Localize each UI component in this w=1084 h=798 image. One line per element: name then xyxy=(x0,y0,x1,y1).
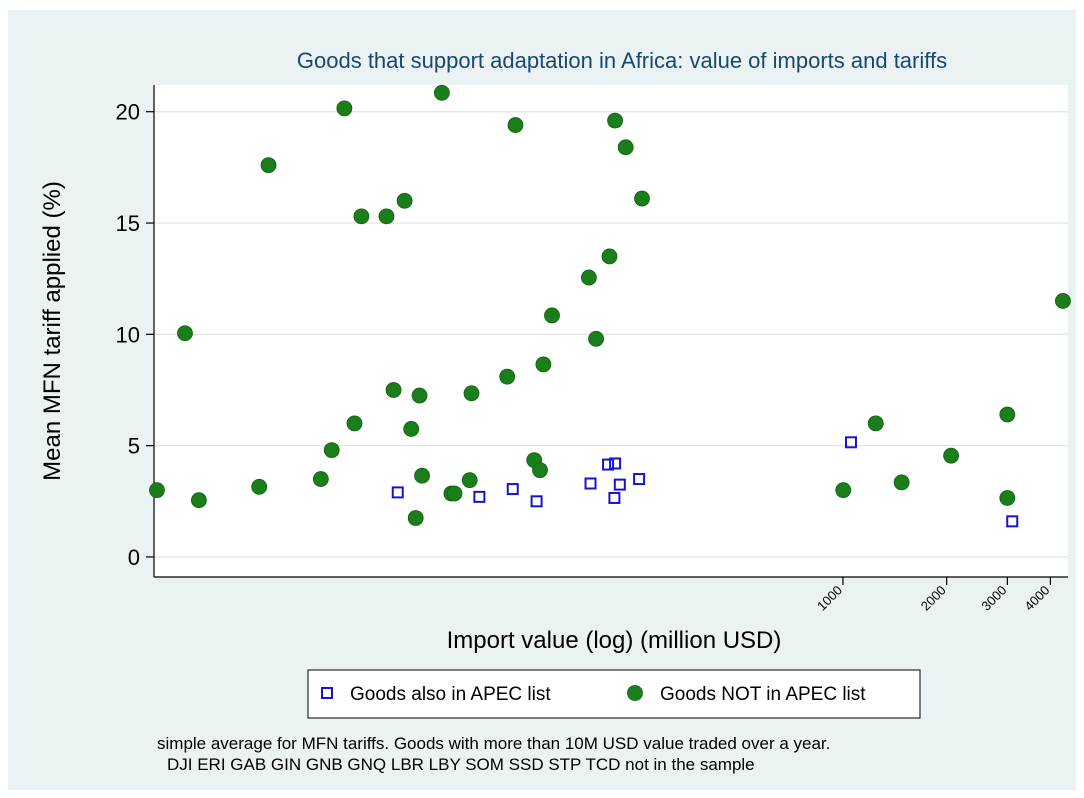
point-apec-4 xyxy=(584,477,597,490)
note-line-2: DJI ERI GAB GIN GNB GNQ LBR LBY SOM SSD … xyxy=(167,755,755,774)
point-not-apec-23 xyxy=(507,117,524,133)
point-apec-2 xyxy=(506,483,519,496)
point-apec-6 xyxy=(609,457,622,470)
x-axis-label: Import value (log) (million USD) xyxy=(447,627,782,654)
point-not-apec-5 xyxy=(312,471,329,487)
point-apec-10 xyxy=(844,436,857,449)
y-tick-label-0: 0 xyxy=(128,545,140,570)
x-ticks: 1000 2000 3000 4000 xyxy=(814,577,1052,614)
point-not-apec-29 xyxy=(588,330,604,347)
point-not-apec-3 xyxy=(251,478,268,495)
point-not-apec-16 xyxy=(414,467,430,484)
point-not-apec-38 xyxy=(999,406,1016,423)
point-not-apec-33 xyxy=(634,190,650,207)
point-not-apec-7 xyxy=(336,100,353,117)
y-ticks: 0 5 10 15 20 xyxy=(116,100,154,570)
y-tick-label-20: 20 xyxy=(116,100,140,125)
point-not-apec-22 xyxy=(499,368,516,385)
data-points xyxy=(149,84,1071,528)
point-not-apec-40 xyxy=(1055,293,1071,309)
point-apec-8 xyxy=(613,478,626,491)
y-tick-label-5: 5 xyxy=(128,434,140,459)
point-apec-11 xyxy=(1006,515,1019,528)
legend: Goods also in APEC list Goods NOT in APE… xyxy=(307,669,921,719)
point-not-apec-0 xyxy=(149,482,165,499)
point-not-apec-28 xyxy=(580,269,597,286)
point-not-apec-12 xyxy=(396,192,413,209)
point-not-apec-35 xyxy=(867,415,884,432)
point-not-apec-32 xyxy=(617,139,634,156)
point-not-apec-21 xyxy=(463,385,480,402)
gridlines xyxy=(154,111,1068,558)
legend-box xyxy=(307,669,921,719)
x-tick-label-2000: 2000 xyxy=(918,583,949,614)
point-apec-5 xyxy=(602,458,615,471)
point-not-apec-2 xyxy=(190,492,207,509)
chart-title: Goods that support adaptation in Africa:… xyxy=(297,48,947,73)
y-tick-label-15: 15 xyxy=(116,211,140,236)
legend-label-apec: Goods also in APEC list xyxy=(350,684,551,705)
point-not-apec-39 xyxy=(999,490,1016,506)
point-not-apec-14 xyxy=(407,510,424,526)
point-apec-7 xyxy=(608,491,621,504)
point-not-apec-9 xyxy=(353,208,370,225)
legend-marker-apec xyxy=(321,687,333,699)
point-apec-0 xyxy=(391,486,404,499)
point-not-apec-26 xyxy=(535,356,552,373)
point-not-apec-31 xyxy=(607,112,623,129)
point-not-apec-27 xyxy=(544,307,560,324)
legend-marker-not-apec xyxy=(627,685,643,701)
x-tick-label-3000: 3000 xyxy=(978,583,1009,614)
point-not-apec-20 xyxy=(461,472,478,489)
point-apec-1 xyxy=(473,490,486,503)
point-not-apec-1 xyxy=(177,325,193,342)
x-tick-label-4000: 4000 xyxy=(1021,583,1052,614)
point-not-apec-30 xyxy=(601,248,618,265)
point-not-apec-34 xyxy=(835,482,852,499)
scatter-chart: Goods that support adaptation in Africa:… xyxy=(39,48,1071,774)
legend-label-not-apec: Goods NOT in APEC list xyxy=(660,684,866,705)
x-tick-label-1000: 1000 xyxy=(814,583,845,614)
y-tick-label-10: 10 xyxy=(116,322,140,347)
point-not-apec-10 xyxy=(378,208,395,225)
point-not-apec-25 xyxy=(532,462,548,479)
point-not-apec-19 xyxy=(446,485,463,502)
y-axis-label: Mean MFN tariff applied (%) xyxy=(39,181,66,481)
point-not-apec-36 xyxy=(893,474,910,491)
point-not-apec-15 xyxy=(411,387,428,404)
point-not-apec-13 xyxy=(403,421,420,437)
point-not-apec-11 xyxy=(385,382,402,398)
point-not-apec-17 xyxy=(433,84,450,101)
point-not-apec-4 xyxy=(260,157,277,174)
note-line-1: simple average for MFN tariffs. Goods wi… xyxy=(157,734,830,753)
point-not-apec-8 xyxy=(346,415,363,432)
point-not-apec-6 xyxy=(323,442,340,459)
point-not-apec-37 xyxy=(943,447,959,464)
plot-area xyxy=(154,85,1068,577)
point-apec-9 xyxy=(633,473,646,486)
point-apec-3 xyxy=(530,495,543,508)
chart-frame: Goods that support adaptation in Africa:… xyxy=(8,10,1076,790)
